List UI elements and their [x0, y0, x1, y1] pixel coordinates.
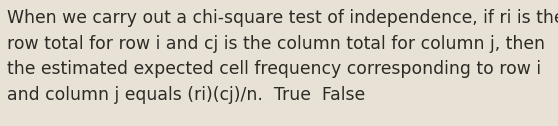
Text: When we carry out a chi-square test of independence, if ri is the
row total for : When we carry out a chi-square test of i…	[7, 9, 558, 104]
